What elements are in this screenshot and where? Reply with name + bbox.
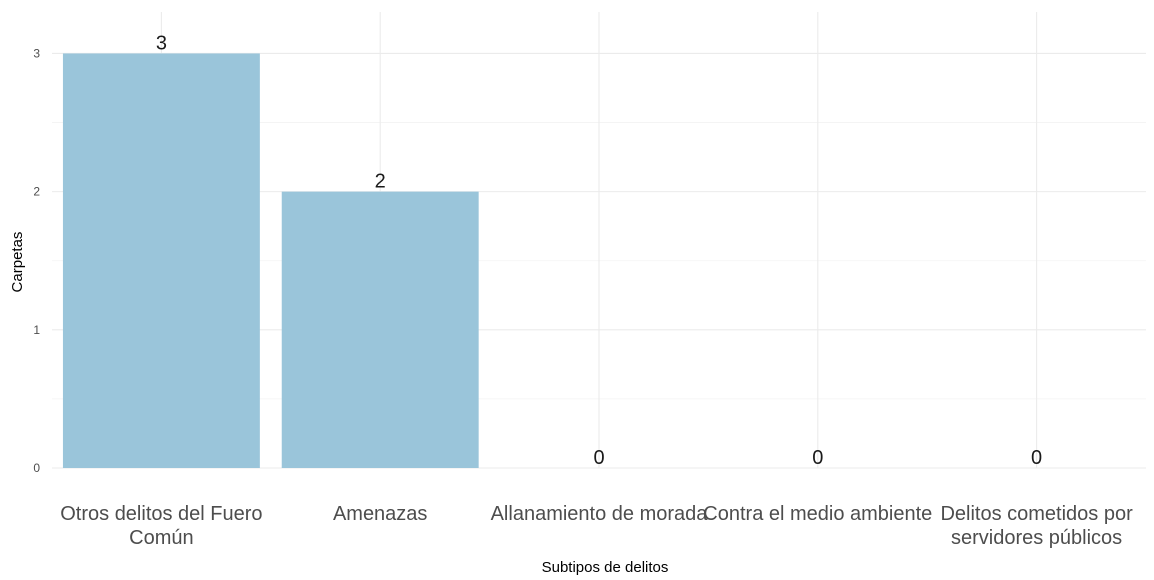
y-axis-ticks: 0 1 2 3	[33, 46, 40, 475]
bar-value-label: 0	[593, 447, 604, 469]
bar-value-label: 3	[156, 32, 167, 54]
x-tick-label: Allanamiento de morada	[491, 503, 709, 525]
y-tick-label: 0	[33, 461, 40, 475]
x-axis-ticks: Otros delitos del Fuero Común Amenazas Alla…	[60, 503, 1133, 549]
bar	[62, 53, 260, 469]
bar	[281, 191, 479, 469]
bar-value-label: 2	[375, 171, 386, 193]
x-tick-label: Otros delitos del Fuero Común	[60, 503, 262, 549]
y-tick-label: 3	[33, 46, 40, 60]
bars	[62, 53, 479, 469]
x-tick-label: Delitos cometidos por servidores públicos	[940, 503, 1133, 549]
bar-value-label: 0	[1031, 447, 1042, 469]
bar-value-label: 0	[812, 447, 823, 469]
y-axis-title: Carpetas	[9, 232, 26, 293]
x-tick-label: Contra el medio ambiente	[703, 503, 932, 525]
y-tick-label: 1	[33, 323, 40, 337]
y-tick-label: 2	[33, 185, 40, 199]
x-tick-label: Amenazas	[333, 503, 428, 525]
data-labels: 3 2 0 0 0	[156, 32, 1042, 469]
x-axis-title: Subtipos de delitos	[542, 559, 669, 576]
